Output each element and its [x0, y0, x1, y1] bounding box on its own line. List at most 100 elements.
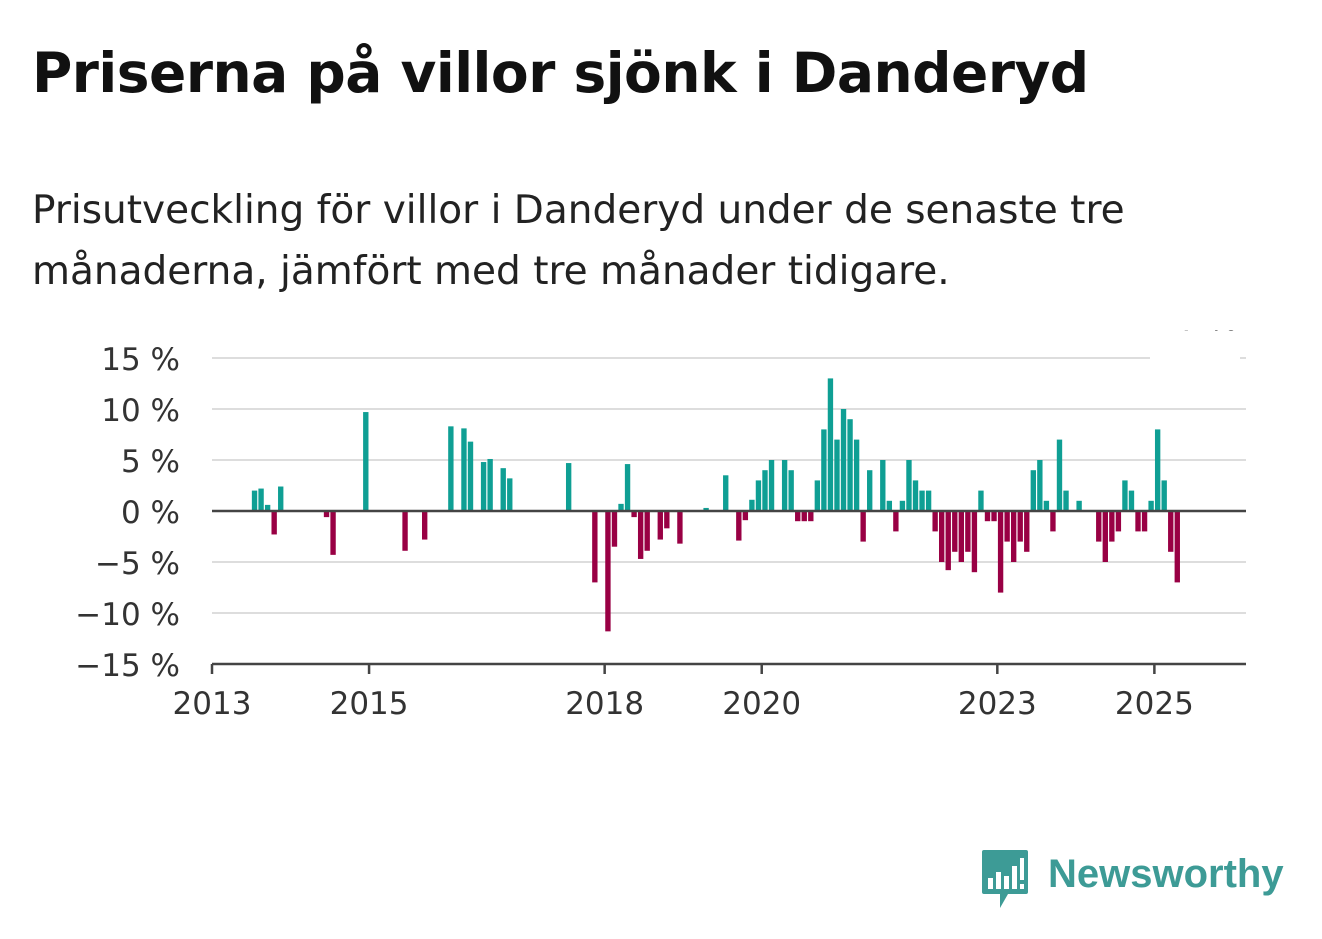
bar [1122, 480, 1128, 511]
bar [1056, 439, 1063, 511]
last-value-label: −7 % [1153, 330, 1238, 338]
bar [886, 500, 893, 511]
bar [624, 464, 631, 511]
bar [945, 511, 951, 571]
chart-subtitle: Prisutveckling för villor i Danderyd und… [32, 188, 1125, 294]
x-tick-label: 2020 [722, 686, 801, 722]
x-tick-label: 2013 [173, 686, 252, 722]
bar [1102, 511, 1108, 562]
bar [768, 460, 775, 511]
y-tick-label: −10 % [75, 597, 180, 633]
bar [677, 511, 683, 544]
bar [880, 460, 886, 511]
bar [480, 462, 487, 511]
bar [637, 511, 644, 559]
bar [939, 511, 945, 562]
bar [605, 511, 611, 632]
bar [664, 511, 670, 529]
x-tick-label: 2025 [1115, 686, 1194, 722]
bar [755, 480, 762, 511]
bar [402, 511, 408, 551]
bar [742, 511, 749, 521]
bar [251, 490, 258, 511]
bar [487, 458, 493, 511]
y-tick-label: 10 % [101, 393, 180, 429]
brand-name: Newsworthy [1048, 852, 1284, 896]
bar [1148, 500, 1154, 511]
bar [657, 511, 663, 540]
axes [210, 509, 1246, 674]
bar [1154, 429, 1161, 511]
y-tick-label: 15 % [101, 342, 180, 378]
bar [1030, 470, 1036, 511]
bar [703, 507, 709, 511]
bar [500, 468, 506, 511]
labels: 15 % 10 % 5 % 0 % −5 % −10 % −15 %2013 2015 2018… [75, 330, 1240, 722]
bar [847, 419, 853, 511]
bar [840, 409, 847, 511]
y-tick-label: −15 % [75, 648, 180, 684]
bar [814, 480, 821, 511]
bar [932, 511, 938, 532]
bar [461, 428, 467, 511]
bar [631, 511, 637, 518]
bar [912, 480, 919, 511]
bar [507, 478, 513, 511]
bar [984, 511, 991, 522]
bar [422, 511, 428, 540]
bar [1135, 511, 1141, 532]
x-tick-label: 2023 [958, 686, 1037, 722]
bar [795, 511, 801, 522]
bar [1128, 490, 1135, 511]
bar [592, 511, 598, 583]
bar [278, 486, 284, 511]
bar [363, 412, 369, 511]
bar [723, 475, 729, 511]
bar [1063, 490, 1069, 511]
bar [1096, 511, 1102, 542]
bar [467, 441, 474, 511]
bar [1174, 511, 1180, 583]
bar [749, 499, 755, 511]
bar [1004, 511, 1010, 542]
bar [448, 426, 454, 511]
y-tick-label: −5 % [95, 546, 180, 582]
bar [965, 511, 971, 552]
bar [1115, 511, 1122, 532]
bar [736, 511, 742, 541]
bar [1010, 511, 1017, 562]
bars [251, 378, 1180, 632]
bar [1043, 500, 1050, 511]
bar [762, 470, 768, 511]
annotation-background [1150, 330, 1240, 370]
bar [827, 378, 834, 511]
bar [1017, 511, 1023, 542]
bar [644, 511, 650, 551]
y-tick-label: 0 % [121, 495, 180, 531]
bar [821, 429, 827, 511]
bar-chart-bubble-icon [982, 850, 1028, 908]
bar [860, 511, 866, 542]
bar [788, 470, 794, 511]
bar [867, 470, 873, 511]
bar [997, 511, 1004, 593]
bar [991, 511, 997, 522]
x-tick-label: 2015 [330, 686, 409, 722]
bar [258, 488, 264, 511]
bar [618, 503, 624, 511]
bar [1076, 500, 1082, 511]
bar [853, 439, 860, 511]
bar [808, 511, 814, 522]
bar [323, 511, 330, 518]
bar [611, 511, 618, 547]
bar [781, 460, 788, 511]
bar [1168, 511, 1174, 552]
bar [1161, 480, 1167, 511]
bar [264, 504, 271, 511]
bar-chart: 15 % 10 % 5 % 0 % −5 % −10 % −15 %2013 2015 2018… [75, 330, 1246, 722]
chart-title: Priserna på villor sjönk i Danderyd [32, 41, 1089, 105]
bar [971, 511, 978, 573]
bar [565, 463, 572, 511]
bar [893, 511, 899, 532]
bar [1037, 460, 1043, 511]
